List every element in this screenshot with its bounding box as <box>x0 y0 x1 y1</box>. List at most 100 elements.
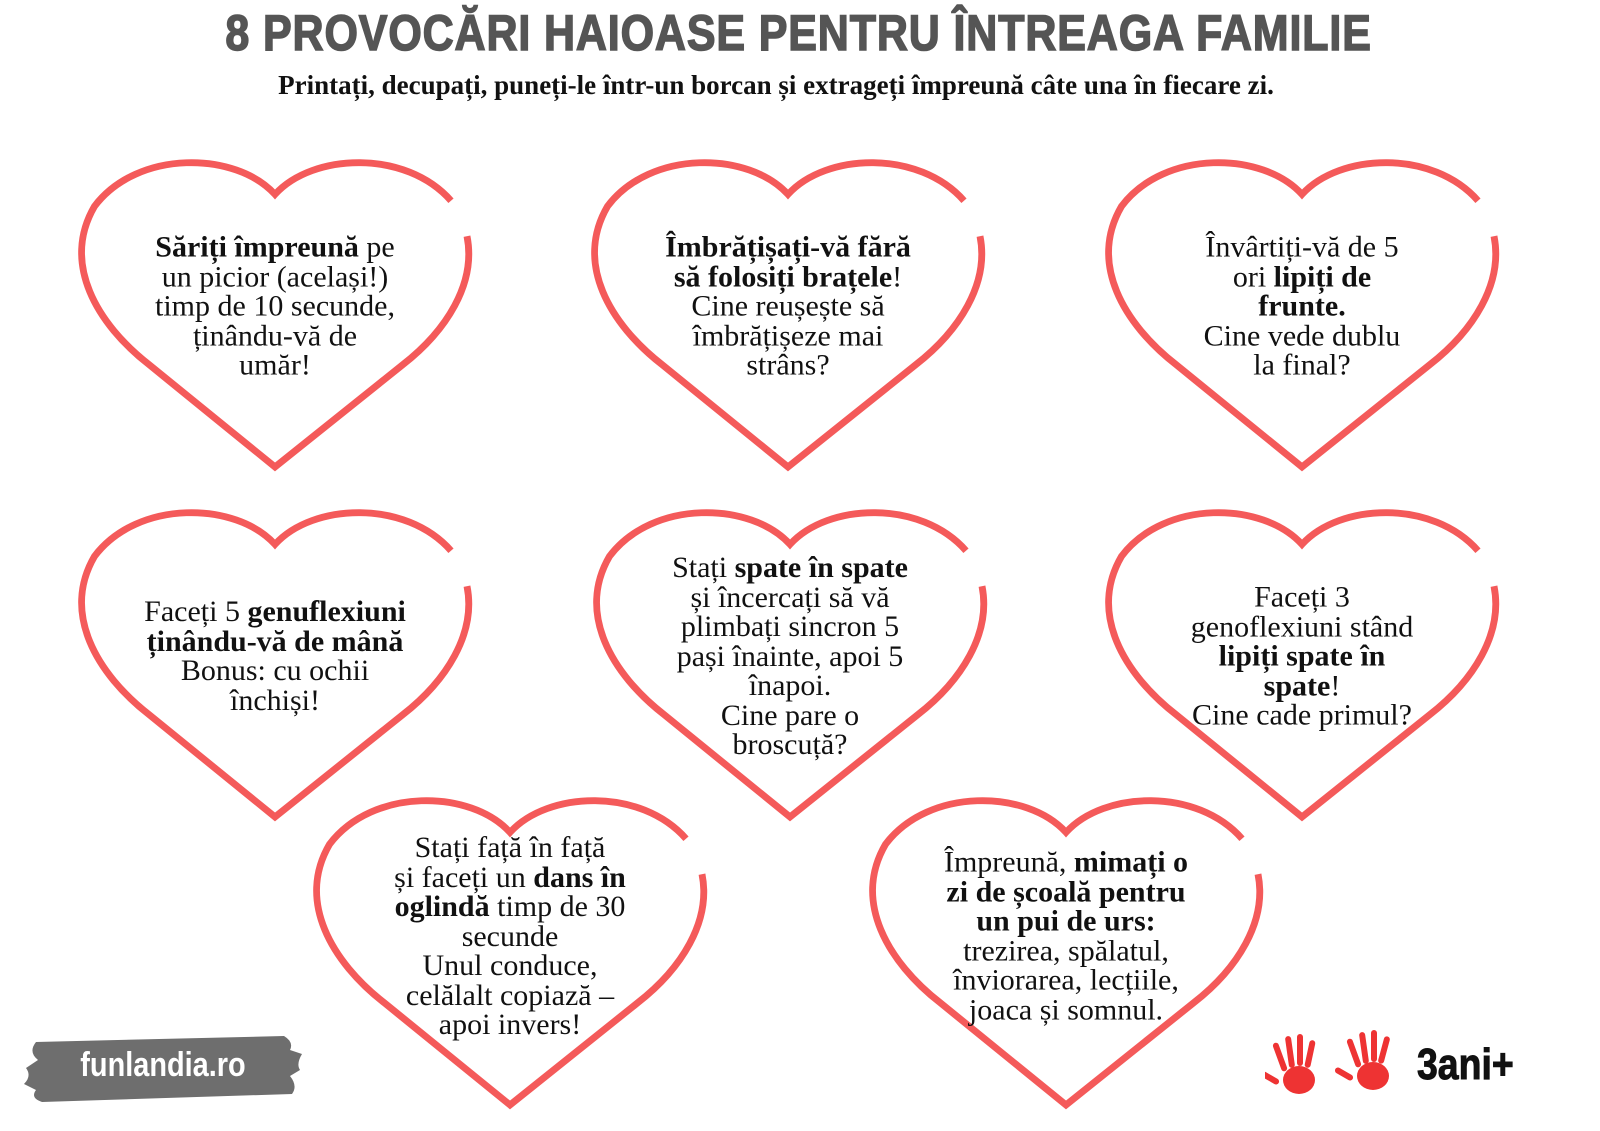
heart-outline-icon <box>1105 509 1500 822</box>
bold-text: lipiți de <box>1273 259 1372 293</box>
challenge-card-6: Faceți 3 genoflexiuni stând lipiți spate î… <box>1102 498 1502 828</box>
page-subtitle: Printați, decupați, puneți-le într-un bo… <box>278 70 1274 100</box>
challenge-line: genoflexiuni stând <box>1122 609 1482 643</box>
challenge-text: Împreună, mimați o zi de școală pentru un … <box>886 845 1246 1025</box>
text: apoi invers! <box>438 1007 582 1041</box>
challenge-line: să folosiți brațele! <box>608 259 968 293</box>
text: Faceți 3 <box>1254 580 1350 614</box>
bold-text: ținându-vă de mână <box>146 624 404 658</box>
bold-text: genuflexiuni <box>247 595 406 628</box>
text: Cine vede dublu <box>1203 318 1401 352</box>
challenge-card-3: Învârtiți-vă de 5 ori lipiți de frunte. Cin… <box>1102 148 1502 478</box>
challenge-line: Cine pare o <box>610 700 970 730</box>
text: Stați față în față <box>414 830 606 864</box>
text: Unul conduce, <box>422 948 598 982</box>
bold-text: frunte. <box>1258 289 1346 323</box>
page-title: 8 PROVOCĂRI HAIOASE PENTRU ÎNTREAGA FAMI… <box>225 4 1372 62</box>
bold-text: spate <box>1263 668 1331 702</box>
challenge-line: Unul conduce, <box>330 948 690 982</box>
challenge-card-4: Faceți 5 genuflexiuni ținându-vă de mână B… <box>75 498 475 828</box>
challenge-line: spate! <box>1122 668 1482 702</box>
text: ori <box>1232 259 1274 293</box>
challenge-card-1: Săriți împreună pe un picior (același!) ti… <box>75 148 475 478</box>
text: strâns? <box>746 348 830 382</box>
text: umăr! <box>239 348 311 382</box>
challenge-text: Faceți 3 genoflexiuni stând lipiți spate î… <box>1122 582 1482 730</box>
text: timp de 10 secunde, <box>155 289 395 323</box>
challenge-line: secunde <box>330 921 690 951</box>
challenge-text: Stați spate în spate și încercați să vă pl… <box>610 550 970 761</box>
challenge-line: Faceți 3 <box>1122 582 1482 612</box>
challenge-card-7: Stați față în față și faceți un dans în og… <box>310 786 710 1116</box>
challenge-line: broscuță? <box>610 727 970 761</box>
challenge-line: Faceți 5 genuflexiuni <box>95 597 455 627</box>
challenge-line: Săriți împreună pe <box>95 232 455 262</box>
age-badge: 3ani+ <box>1260 1030 1535 1100</box>
challenge-line: Cine reușește să <box>608 291 968 321</box>
text: ! <box>1330 668 1341 702</box>
challenge-line: închiși! <box>95 683 455 717</box>
challenge-line: ori lipiți de <box>1122 259 1482 293</box>
text: și încercați să vă <box>690 580 890 614</box>
challenge-line: strâns? <box>608 350 968 380</box>
age-text: 3ani+ <box>1417 1040 1515 1090</box>
bold-text: un pui de urs: <box>976 904 1156 938</box>
text: celălalt copiază – <box>405 978 615 1012</box>
text: la final? <box>1253 348 1351 382</box>
heart-outline-icon <box>1105 159 1500 472</box>
logo-text: funlandia.ro <box>80 1046 246 1084</box>
bold-text: dans în <box>533 860 626 894</box>
challenge-line: un pui de urs: <box>886 904 1246 938</box>
challenge-line: Bonus: cu ochii <box>95 656 455 686</box>
text: Împreună, <box>943 845 1074 879</box>
text: trezirea, spălatul, <box>963 934 1169 967</box>
bold-text: oglindă <box>394 889 490 923</box>
challenge-line: Îmbrățișați-vă fără <box>608 232 968 262</box>
brush-background-icon <box>24 1036 302 1102</box>
heart-outline-icon <box>78 509 473 822</box>
hands-icon <box>1260 1030 1390 1094</box>
text: Bonus: cu ochii <box>180 654 370 687</box>
text: Învârtiți-vă de 5 <box>1205 230 1399 264</box>
bold-text: să folosiți brațele <box>673 259 893 293</box>
text: timp de 30 <box>489 889 626 923</box>
bold-text: mimați o <box>1073 845 1189 879</box>
challenge-text: Faceți 5 genuflexiuni ținându-vă de mână B… <box>95 597 455 717</box>
challenge-line: Stați față în față <box>330 830 690 864</box>
text: broscuță? <box>732 727 848 761</box>
challenge-line: plimbați sincron 5 <box>610 611 970 641</box>
text: și faceți un <box>394 860 534 894</box>
text: pe <box>358 230 395 264</box>
text: înapoi. <box>748 668 832 702</box>
text: înviorarea, lecțiile, <box>953 963 1179 997</box>
funlandia-logo: funlandia.ro <box>22 1036 304 1104</box>
text: ținându-vă de <box>192 318 358 352</box>
challenge-line: îmbrățișeze mai <box>608 320 968 350</box>
text: închiși! <box>230 683 320 717</box>
challenge-line: celălalt copiază – <box>330 980 690 1010</box>
challenge-card-2: Îmbrățișați-vă fără să folosiți brațele! C… <box>588 148 988 478</box>
challenge-line: ținându-vă de mână <box>95 624 455 658</box>
text: ! <box>892 259 903 293</box>
text: Cine pare o <box>720 698 860 732</box>
challenge-text: Stați față în față și faceți un dans în og… <box>330 830 690 1041</box>
challenge-text: Săriți împreună pe un picior (același!) ti… <box>95 232 455 380</box>
text: Faceți 5 <box>144 595 248 628</box>
challenge-card-8: Împreună, mimați o zi de școală pentru un … <box>866 786 1266 1116</box>
challenge-line: oglindă timp de 30 <box>330 889 690 923</box>
bold-text: spate în spate <box>734 550 908 584</box>
text: Cine reușește să <box>691 289 885 323</box>
challenge-line: lipiți spate în <box>1122 641 1482 671</box>
challenge-line: și încercați să vă <box>610 582 970 612</box>
heart-outline-icon <box>313 797 708 1110</box>
challenge-line: apoi invers! <box>330 1007 690 1041</box>
challenge-line: timp de 10 secunde, <box>95 291 455 321</box>
challenge-line: pași înainte, apoi 5 <box>610 641 970 671</box>
challenge-line: Cine cade primul? <box>1122 700 1482 730</box>
challenge-text: Învârtiți-vă de 5 ori lipiți de frunte. Cin… <box>1122 232 1482 380</box>
bold-text: Îmbrățișați-vă fără <box>665 230 911 264</box>
text: secunde <box>461 919 559 953</box>
challenge-line: joaca și somnul. <box>886 995 1246 1025</box>
text: genoflexiuni stând <box>1190 609 1414 643</box>
